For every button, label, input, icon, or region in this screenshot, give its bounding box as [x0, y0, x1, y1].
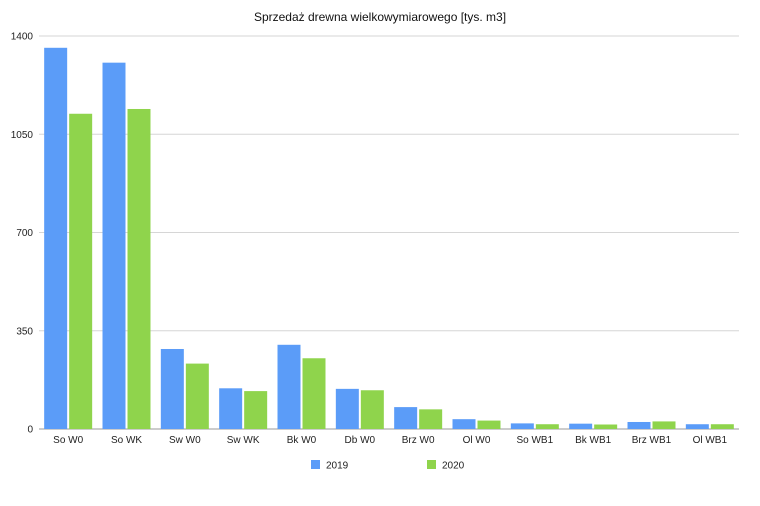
y-tick-label: 1400 — [11, 32, 34, 43]
bar — [594, 424, 618, 429]
bars — [44, 47, 734, 430]
bar — [302, 358, 326, 429]
bar — [510, 423, 534, 429]
bar — [535, 424, 559, 429]
bar — [185, 363, 209, 429]
x-tick-label: Ol W0 — [463, 435, 491, 446]
bar — [627, 421, 651, 429]
x-tick-label: Ol WB1 — [693, 435, 728, 446]
x-tick-label: Sw W0 — [169, 435, 201, 446]
x-tick-label: Sw WK — [227, 435, 260, 446]
bar — [160, 348, 184, 429]
bar — [335, 388, 359, 429]
y-tick-label: 1050 — [11, 130, 34, 141]
x-tick-label: Bk WB1 — [575, 435, 612, 446]
bar — [69, 113, 93, 429]
chart-title: Sprzedaż drewna wielkowymiarowego [tys. … — [254, 10, 506, 24]
y-axis: 0 350 700 1050 1400 — [11, 32, 34, 436]
bar — [360, 390, 384, 429]
bar — [277, 344, 301, 429]
x-axis: So W0 So WK Sw W0 Sw WK Bk W0 Db W0 Brz W0 Ol W… — [53, 435, 727, 446]
legend-swatch — [427, 460, 436, 469]
bar — [710, 424, 734, 429]
bar — [452, 419, 476, 429]
legend: 2019 2020 — [311, 460, 465, 472]
legend-label: 2019 — [326, 461, 349, 472]
x-tick-label: So W0 — [53, 435, 83, 446]
x-tick-label: Db W0 — [345, 435, 376, 446]
x-tick-label: So WK — [111, 435, 142, 446]
bar — [244, 391, 268, 429]
y-tick-label: 350 — [16, 326, 33, 337]
y-tick-label: 700 — [16, 228, 33, 239]
bar — [219, 388, 243, 429]
bar — [44, 47, 68, 429]
bar — [127, 108, 151, 429]
bar — [394, 407, 418, 429]
bar — [477, 420, 501, 429]
x-tick-label: Bk W0 — [287, 435, 317, 446]
bar — [569, 423, 593, 429]
grid-lines — [39, 35, 739, 430]
legend-label: 2020 — [442, 461, 465, 472]
bar — [419, 409, 443, 429]
legend-swatch — [311, 460, 320, 469]
x-tick-label: Brz WB1 — [632, 435, 672, 446]
bar — [102, 62, 126, 430]
bar — [652, 421, 676, 429]
bar — [685, 424, 709, 429]
y-tick-label: 0 — [27, 425, 33, 436]
x-tick-label: So WB1 — [516, 435, 553, 446]
x-tick-label: Brz W0 — [402, 435, 435, 446]
